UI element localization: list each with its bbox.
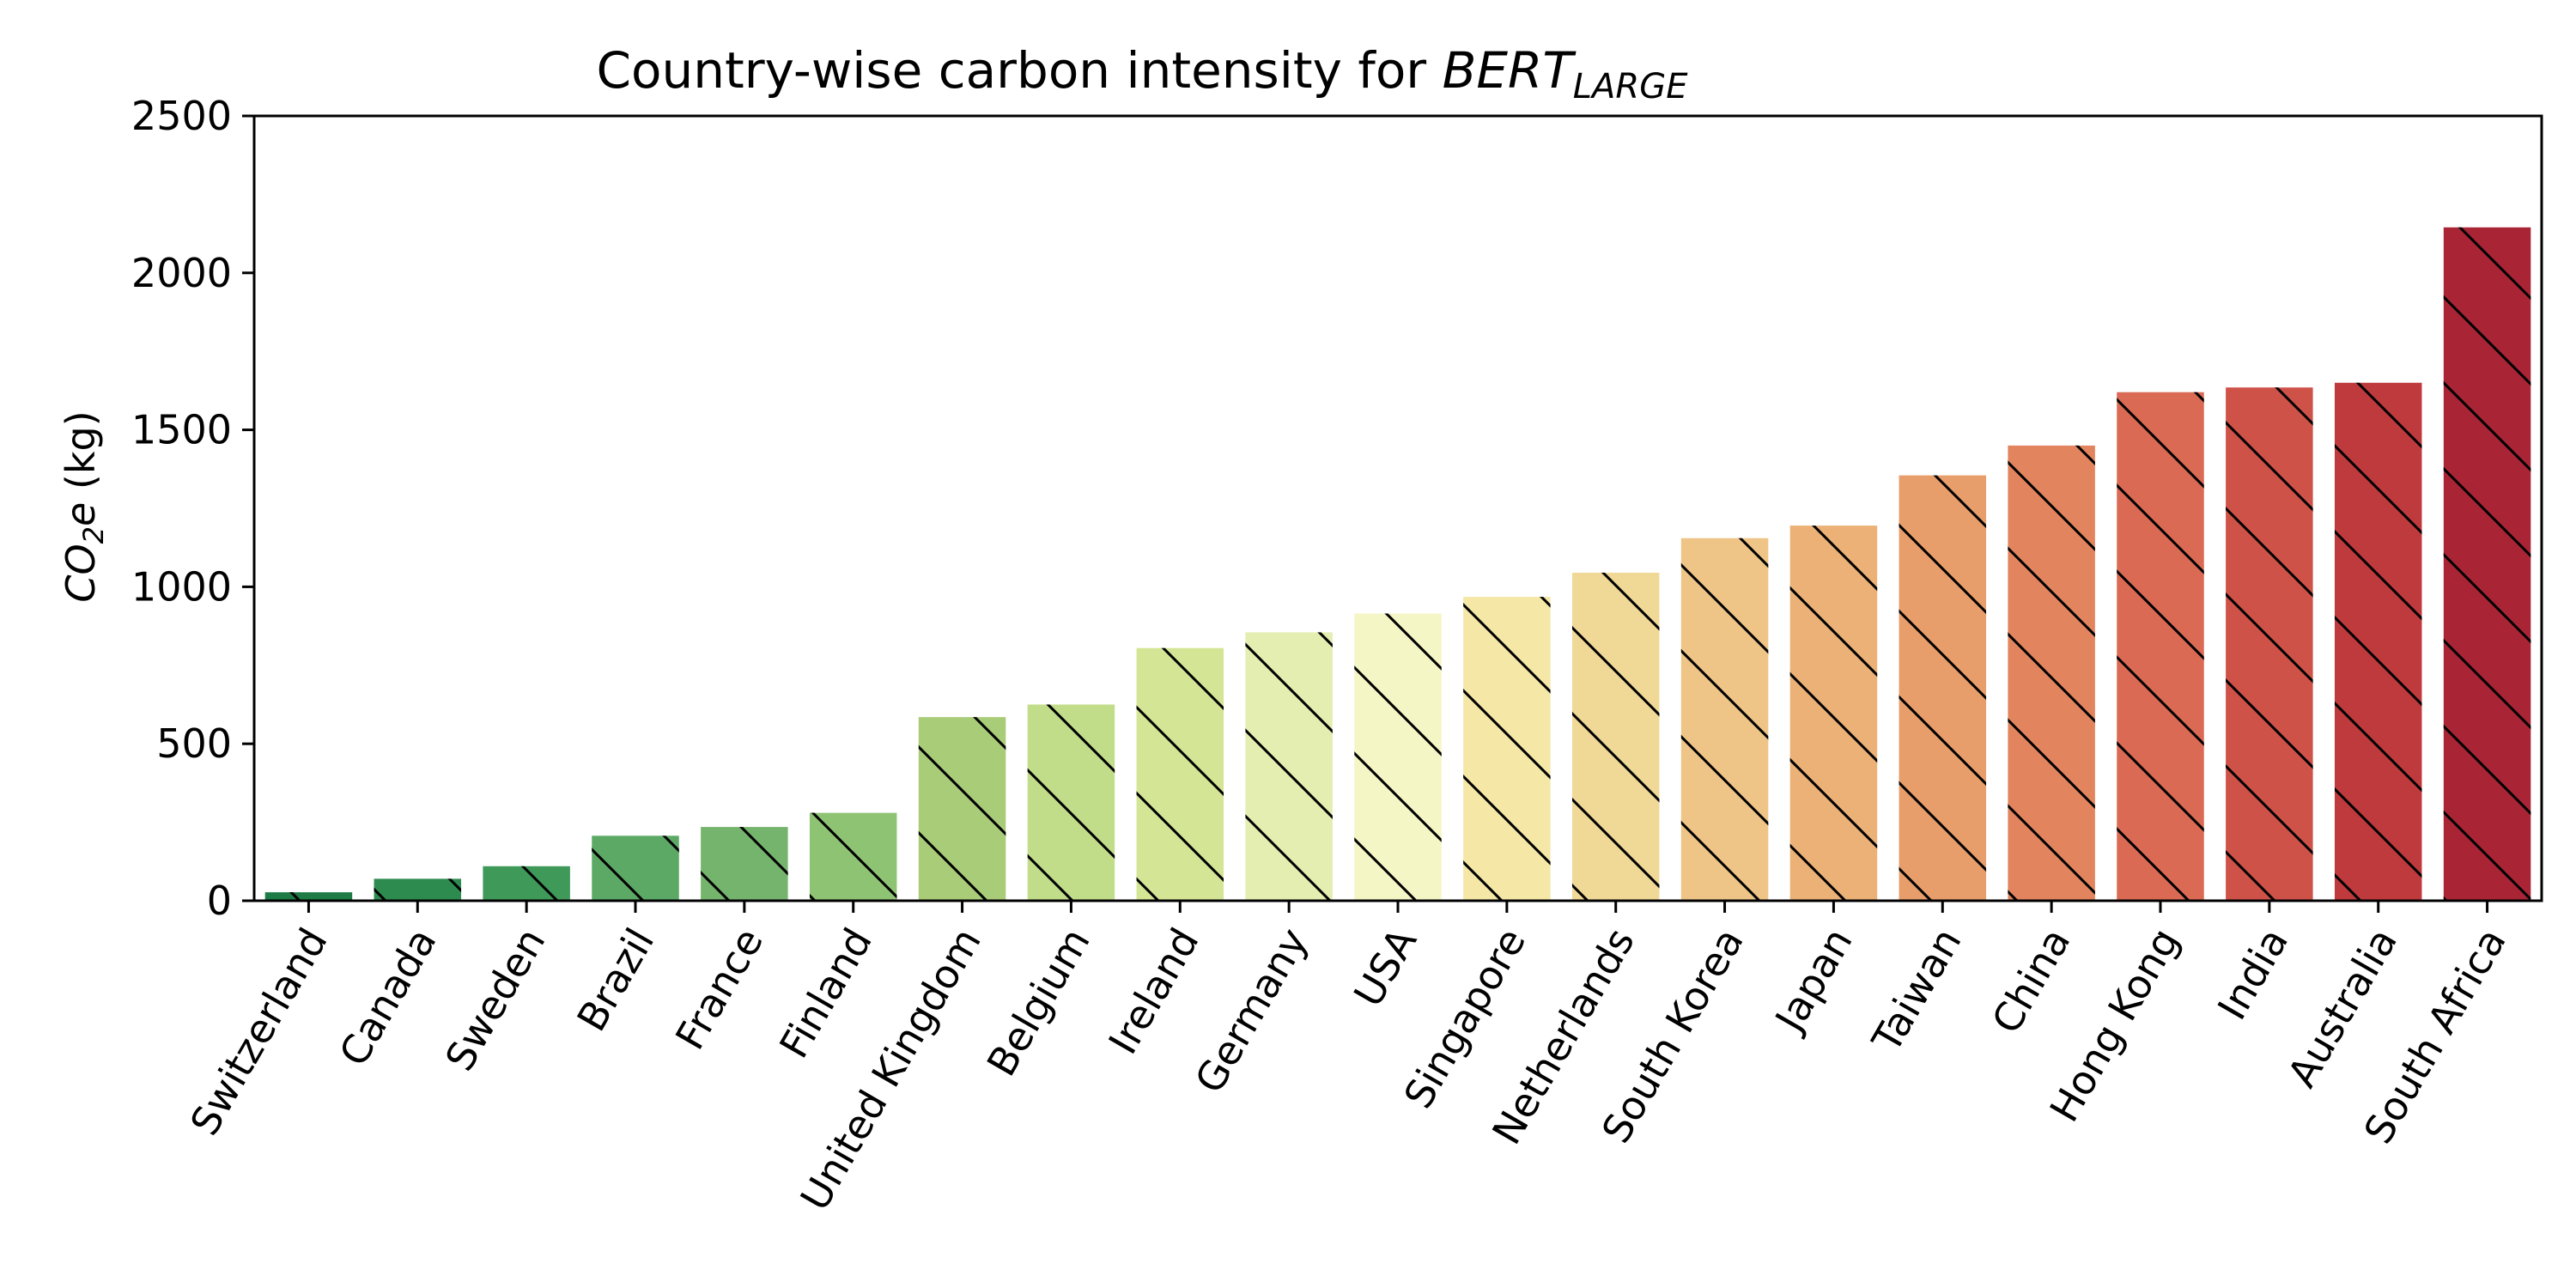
bar-hatch (1680, 538, 1769, 901)
x-tick-label: Brazil (568, 920, 663, 1039)
bar-hatch (1789, 526, 1878, 901)
x-tick-label: China (1983, 920, 2079, 1042)
x-tick-label: Sweden (436, 920, 555, 1078)
bar-hatch (1245, 632, 1333, 901)
y-axis-label: CO2e (kg) (58, 410, 110, 602)
y-tick-label: 2000 (131, 250, 232, 296)
bar-hatch (2334, 382, 2422, 901)
chart-title: Country-wise carbon intensity for BERTLA… (597, 41, 1689, 106)
bar-hatch (264, 892, 353, 901)
bar-hatch (1463, 597, 1551, 901)
bar-hatch (592, 835, 679, 901)
x-tick-label: USA (1345, 920, 1426, 1014)
y-tick-label: 1500 (131, 407, 232, 453)
bar-hatch (483, 866, 570, 901)
x-tick-label: Ireland (1099, 920, 1207, 1062)
x-tick-label: Australia (2279, 920, 2407, 1095)
bar-hatch (701, 827, 788, 901)
bar-hatch (1899, 475, 1987, 901)
y-axis: 0 500 1000 1500 2000 2500 (131, 93, 254, 924)
bar-hatch (809, 812, 897, 901)
bar-hatch (1354, 613, 1442, 901)
y-tick-label: 1000 (131, 563, 232, 610)
bar-hatch (1136, 647, 1224, 901)
x-tick-label: India (2208, 920, 2297, 1028)
bar-hatch (2443, 227, 2531, 902)
bars-group (264, 227, 2531, 902)
bar-hatch (2008, 445, 2095, 901)
x-tick-label: Belgium (978, 920, 1099, 1084)
plot-frame (252, 114, 2543, 902)
x-tick-label: Taiwan (1862, 920, 1970, 1060)
y-tick-label: 2500 (131, 93, 232, 139)
bar-hatch (1571, 572, 1660, 901)
bar-hatch (2117, 392, 2204, 901)
bar-hatch (374, 878, 462, 901)
x-tick-label: Japan (1765, 920, 1861, 1042)
x-tick-label: France (666, 920, 772, 1057)
bar-hatch (918, 717, 1006, 901)
x-tick-label: Switzerland (181, 920, 337, 1143)
x-tick-label: Finland (770, 920, 881, 1066)
bar-hatch (1027, 704, 1115, 901)
bar-hatch (2226, 387, 2313, 901)
x-tick-label: Canada (330, 920, 445, 1074)
y-tick-label: 500 (156, 720, 232, 767)
y-tick-label: 0 (207, 878, 232, 924)
